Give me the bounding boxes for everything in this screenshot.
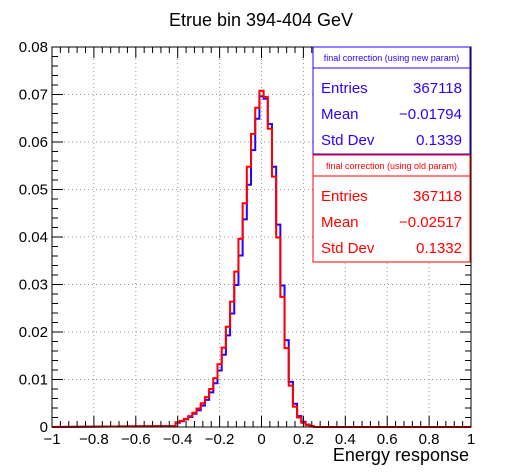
y-tick-label: 0.05 [19, 182, 48, 199]
stats-row-value: 367118 [413, 80, 462, 97]
stats-row-label: Entries [321, 188, 368, 205]
x-tick-label: 0.4 [335, 431, 356, 448]
y-tick-label: 0.01 [19, 372, 48, 389]
chart-title: Etrue bin 394-404 GeV [169, 10, 353, 30]
histogram-bin [255, 119, 259, 427]
y-tick-label: 0 [40, 419, 48, 436]
y-tick-label: 0.04 [19, 229, 48, 246]
x-tick-label: 1 [467, 431, 475, 448]
histogram-bin [264, 99, 268, 427]
y-tick-label: 0.02 [19, 324, 48, 341]
histogram-bin [255, 108, 259, 427]
stats-box-frame [312, 154, 471, 263]
y-tick-label: 0.03 [19, 277, 48, 294]
x-tick-label: 0 [257, 431, 265, 448]
stats-row-label: Mean [321, 106, 359, 123]
x-tick-label: 0.8 [419, 431, 440, 448]
stats-row-label: Std Dev [321, 132, 375, 149]
series-1 [51, 89, 471, 428]
stats-row-value: −0.01794 [399, 106, 462, 123]
stats-row-label: Std Dev [321, 240, 375, 257]
histogram-bin [259, 96, 263, 427]
stats-row-label: Entries [321, 80, 368, 97]
y-tick-label: 0.08 [19, 39, 48, 56]
histogram-bin [251, 150, 255, 427]
stats-box-header: final correction (using new param) [324, 53, 460, 63]
x-tick-label: −0.6 [121, 431, 151, 448]
x-tick-label: 0.6 [377, 431, 398, 448]
stats-row-value: 0.1339 [416, 132, 462, 149]
series-layer [51, 89, 471, 428]
histogram-bin [259, 91, 263, 427]
x-tick-label: −1 [43, 431, 60, 448]
stats-box-1: final correction (using old param) Entrie… [312, 154, 471, 263]
x-tick-label: −0.8 [79, 431, 109, 448]
stats-box-0: final correction (using new param) Entrie… [312, 46, 471, 155]
histogram-bin [264, 97, 268, 427]
y-tick-label: 0.07 [19, 87, 48, 104]
histogram-line-1 [51, 89, 471, 428]
stats-row-value: 0.1332 [416, 240, 462, 257]
x-tick-label: −0.2 [205, 431, 235, 448]
y-tick-label: 0.06 [19, 134, 48, 151]
x-tick-label: 0.2 [293, 431, 314, 448]
stats-row-value: −0.02517 [399, 214, 462, 231]
stats-box-frame [312, 46, 471, 155]
stats-row-value: 367118 [413, 188, 462, 205]
stats-box-header: final correction (using old param) [326, 161, 457, 171]
x-axis-title: Energy response [333, 445, 469, 465]
histogram-bin [247, 185, 251, 427]
stats-row-label: Mean [321, 214, 359, 231]
x-tick-label: −0.4 [163, 431, 193, 448]
stats-boxes: final correction (using new param) Entrie… [312, 46, 471, 263]
